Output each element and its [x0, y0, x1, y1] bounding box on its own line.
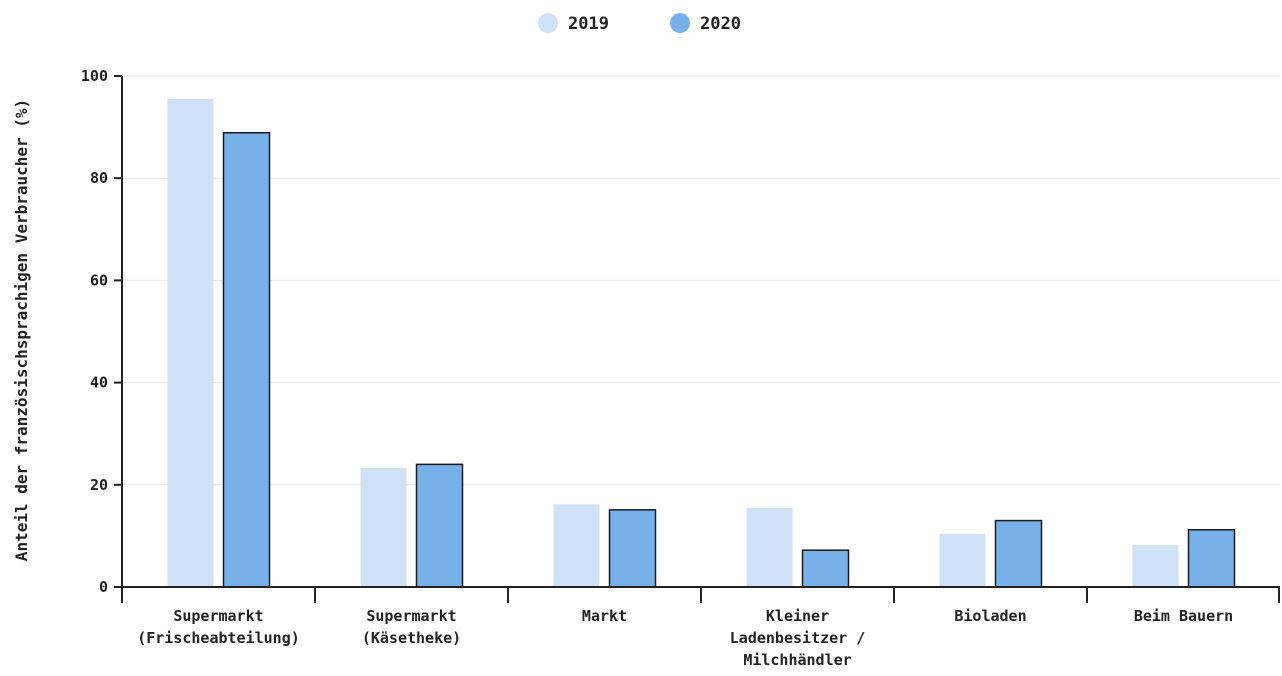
legend-label: 2019 [568, 14, 609, 34]
bar-2019-0 [167, 98, 214, 588]
x-category-label: Kleiner Ladenbesitzer / Milchhändler [730, 607, 865, 669]
legend-item-2020[interactable]: 2020 [670, 13, 741, 34]
x-category-label: Supermarkt (Käsetheke) [362, 607, 461, 647]
y-tick-label: 100 [81, 67, 108, 85]
legend-item-2019[interactable]: 2019 [538, 13, 609, 34]
y-tick-label: 80 [90, 169, 108, 187]
y-axis-title: Anteil der französischsprachigen Verbrau… [12, 99, 31, 561]
bar-2019-3 [746, 507, 793, 587]
bar-2020-2 [608, 509, 657, 588]
bar-2020-3 [801, 549, 850, 588]
x-category-label: Supermarkt (Frischeabteilung) [137, 607, 300, 647]
bar-2019-1 [360, 467, 407, 587]
x-category-label: Bioladen [954, 607, 1026, 625]
bar-2020-1 [415, 463, 464, 588]
bar-2020-0 [222, 131, 271, 588]
bars [167, 98, 1236, 588]
y-tick-label: 60 [90, 271, 108, 289]
x-category-labels: Supermarkt (Frischeabteilung) Supermarkt (K… [137, 607, 1233, 669]
bar-2019-2 [553, 504, 600, 587]
legend-swatch [538, 13, 558, 33]
y-tick-label: 40 [90, 374, 108, 392]
axes [114, 75, 1280, 603]
x-category-label: Markt [582, 607, 627, 625]
legend-swatch [670, 13, 690, 33]
legend-label: 2020 [700, 14, 741, 34]
y-tick-label: 20 [90, 476, 108, 494]
bar-2019-4 [939, 533, 986, 587]
legend: 2019 2020 [538, 13, 741, 34]
y-tick-labels: 0 20 40 60 80 100 [81, 67, 108, 596]
bar-2019-5 [1132, 545, 1179, 587]
gridlines [122, 75, 1280, 486]
bar-2020-5 [1187, 529, 1236, 588]
y-tick-label: 0 [99, 578, 108, 596]
x-category-label: Beim Bauern [1134, 607, 1233, 625]
bar-2020-4 [994, 519, 1043, 588]
